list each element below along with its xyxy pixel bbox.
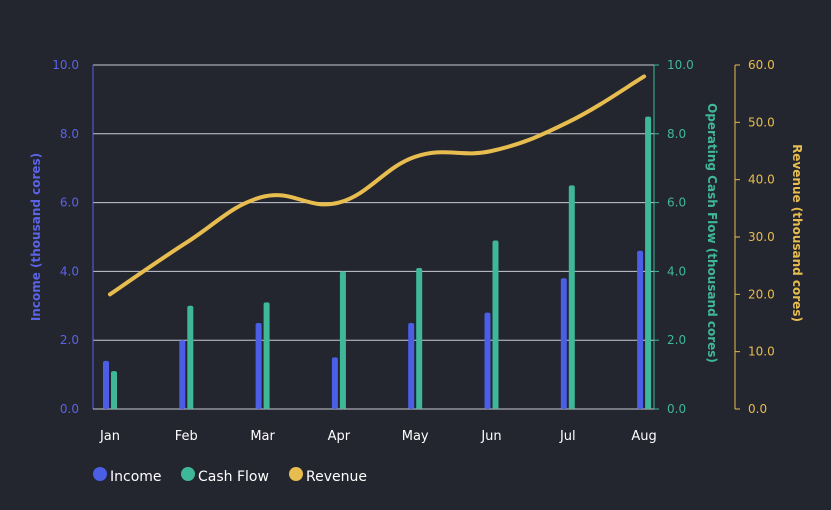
category-label: Jun: [480, 429, 501, 444]
income-bar[interactable]: [484, 312, 491, 409]
revenue-point[interactable]: [337, 201, 341, 205]
legend-swatch: [181, 467, 195, 481]
revenue-line[interactable]: [108, 74, 647, 297]
cash-flow-bar[interactable]: [339, 271, 346, 409]
category-label: Aug: [631, 429, 656, 444]
cashflow-axis-tick: 10.0: [667, 58, 694, 72]
cashflow-axis-tick: 4.0: [667, 264, 686, 278]
left-axis-tick: 0.0: [60, 402, 79, 416]
revenue-axis-tick: 50.0: [748, 115, 775, 129]
left-axis-title: Income (thousand cores): [29, 153, 43, 321]
legend-item-cash-flow[interactable]: Cash Flow: [181, 467, 269, 485]
revenue-axis-tick: 40.0: [748, 173, 775, 187]
left-axis-tick: 4.0: [60, 264, 79, 278]
income-bar[interactable]: [255, 323, 262, 409]
revenue-axis-tick: 20.0: [748, 287, 775, 301]
cashflow-axis-title: Operating Cash Flow (thousand cores): [705, 103, 719, 363]
category-label: Apr: [328, 429, 351, 444]
revenue-axis-tick: 10.0: [748, 345, 775, 359]
income-bar[interactable]: [331, 357, 338, 409]
left-axis-tick: 10.0: [52, 58, 79, 72]
cashflow-axis-tick: 2.0: [667, 333, 686, 347]
revenue-point[interactable]: [413, 155, 417, 159]
left-axis-tick: 2.0: [60, 333, 79, 347]
legend-label: Revenue: [306, 469, 367, 485]
category-label: Feb: [175, 429, 198, 444]
revenue-point[interactable]: [108, 292, 112, 296]
left-axis-tick: 8.0: [60, 127, 79, 141]
cash-flow-bar[interactable]: [645, 116, 652, 409]
left-axis-tick: 6.0: [60, 196, 79, 210]
cash-flow-bar[interactable]: [416, 267, 423, 409]
revenue-point[interactable]: [566, 120, 570, 124]
revenue-axis-tick: 60.0: [748, 58, 775, 72]
cash-flow-bar[interactable]: [263, 302, 270, 409]
legend[interactable]: Income Cash Flow Revenue: [93, 467, 367, 485]
category-label: Jul: [559, 429, 576, 444]
cashflow-axis-tick: 6.0: [667, 196, 686, 210]
income-bar[interactable]: [179, 340, 186, 409]
legend-swatch: [93, 467, 107, 481]
revenue-axis-tick: 0.0: [748, 402, 767, 416]
revenue-axis-title: Revenue (thousand cores): [790, 144, 804, 322]
revenue-point[interactable]: [184, 241, 188, 245]
cash-flow-bar[interactable]: [187, 305, 194, 409]
cash-flow-bar[interactable]: [492, 240, 499, 409]
cashflow-axis-tick: 8.0: [667, 127, 686, 141]
bars: [103, 116, 652, 409]
legend-item-revenue[interactable]: Revenue: [289, 467, 367, 485]
legend-swatch: [289, 467, 303, 481]
category-label: May: [402, 429, 429, 444]
cash-flow-bar[interactable]: [568, 185, 575, 409]
income-bar[interactable]: [408, 323, 415, 409]
revenue-axis-tick: 30.0: [748, 230, 775, 244]
legend-label: Income: [110, 469, 162, 485]
revenue-point[interactable]: [490, 149, 494, 153]
category-label: Jan: [99, 429, 120, 444]
revenue-line-layer: [108, 74, 647, 297]
income-bar[interactable]: [103, 360, 109, 409]
legend-item-income[interactable]: Income: [93, 467, 162, 485]
axes: 0.0 2.0 4.0 6.0 8.0 10.0 Income (thousand core…: [29, 58, 804, 444]
revenue-point[interactable]: [261, 195, 265, 199]
cash-flow-bar[interactable]: [111, 371, 117, 409]
revenue-point[interactable]: [642, 74, 646, 78]
income-bar[interactable]: [637, 250, 644, 409]
income-bar[interactable]: [560, 278, 567, 409]
legend-label: Cash Flow: [198, 469, 269, 485]
category-label: Mar: [250, 429, 275, 444]
cashflow-axis-tick: 0.0: [667, 402, 686, 416]
